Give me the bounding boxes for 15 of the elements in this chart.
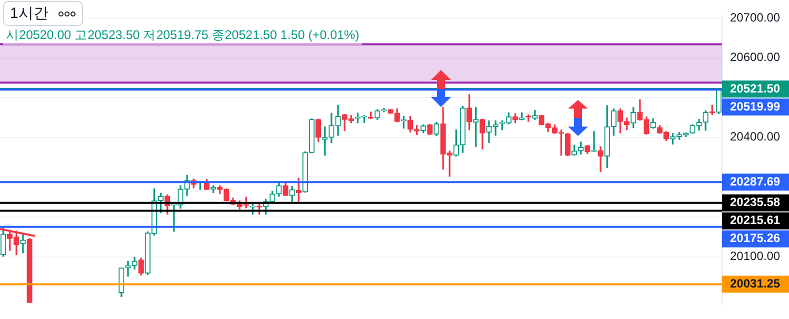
text: 시20520.00 고20523.50 저20519.75 종20521.50 1.50 (+0.01%) xyxy=(3,26,362,45)
chart-title: 1시간 xyxy=(10,4,48,23)
ref-line-label: 20235.58 xyxy=(730,195,780,210)
ref-line-label: 20519.99 xyxy=(730,99,780,114)
candlestick xyxy=(125,260,131,277)
candlestick xyxy=(598,146,604,172)
ref-line-label: 20287.69 xyxy=(730,174,780,188)
y-tick-label: 20700.00 xyxy=(730,10,780,24)
y-tick-label: 20100.00 xyxy=(730,249,780,264)
y-tick-label: 20600.00 xyxy=(730,50,780,64)
ref-line-label: 20215.61 xyxy=(730,213,780,228)
ref-line-label: 20175.26 xyxy=(730,231,780,246)
ref-line-label: 20031.25 xyxy=(730,276,780,291)
ref-line-label: 20521.50 xyxy=(730,81,780,96)
y-tick-label: 20400.00 xyxy=(730,130,780,144)
